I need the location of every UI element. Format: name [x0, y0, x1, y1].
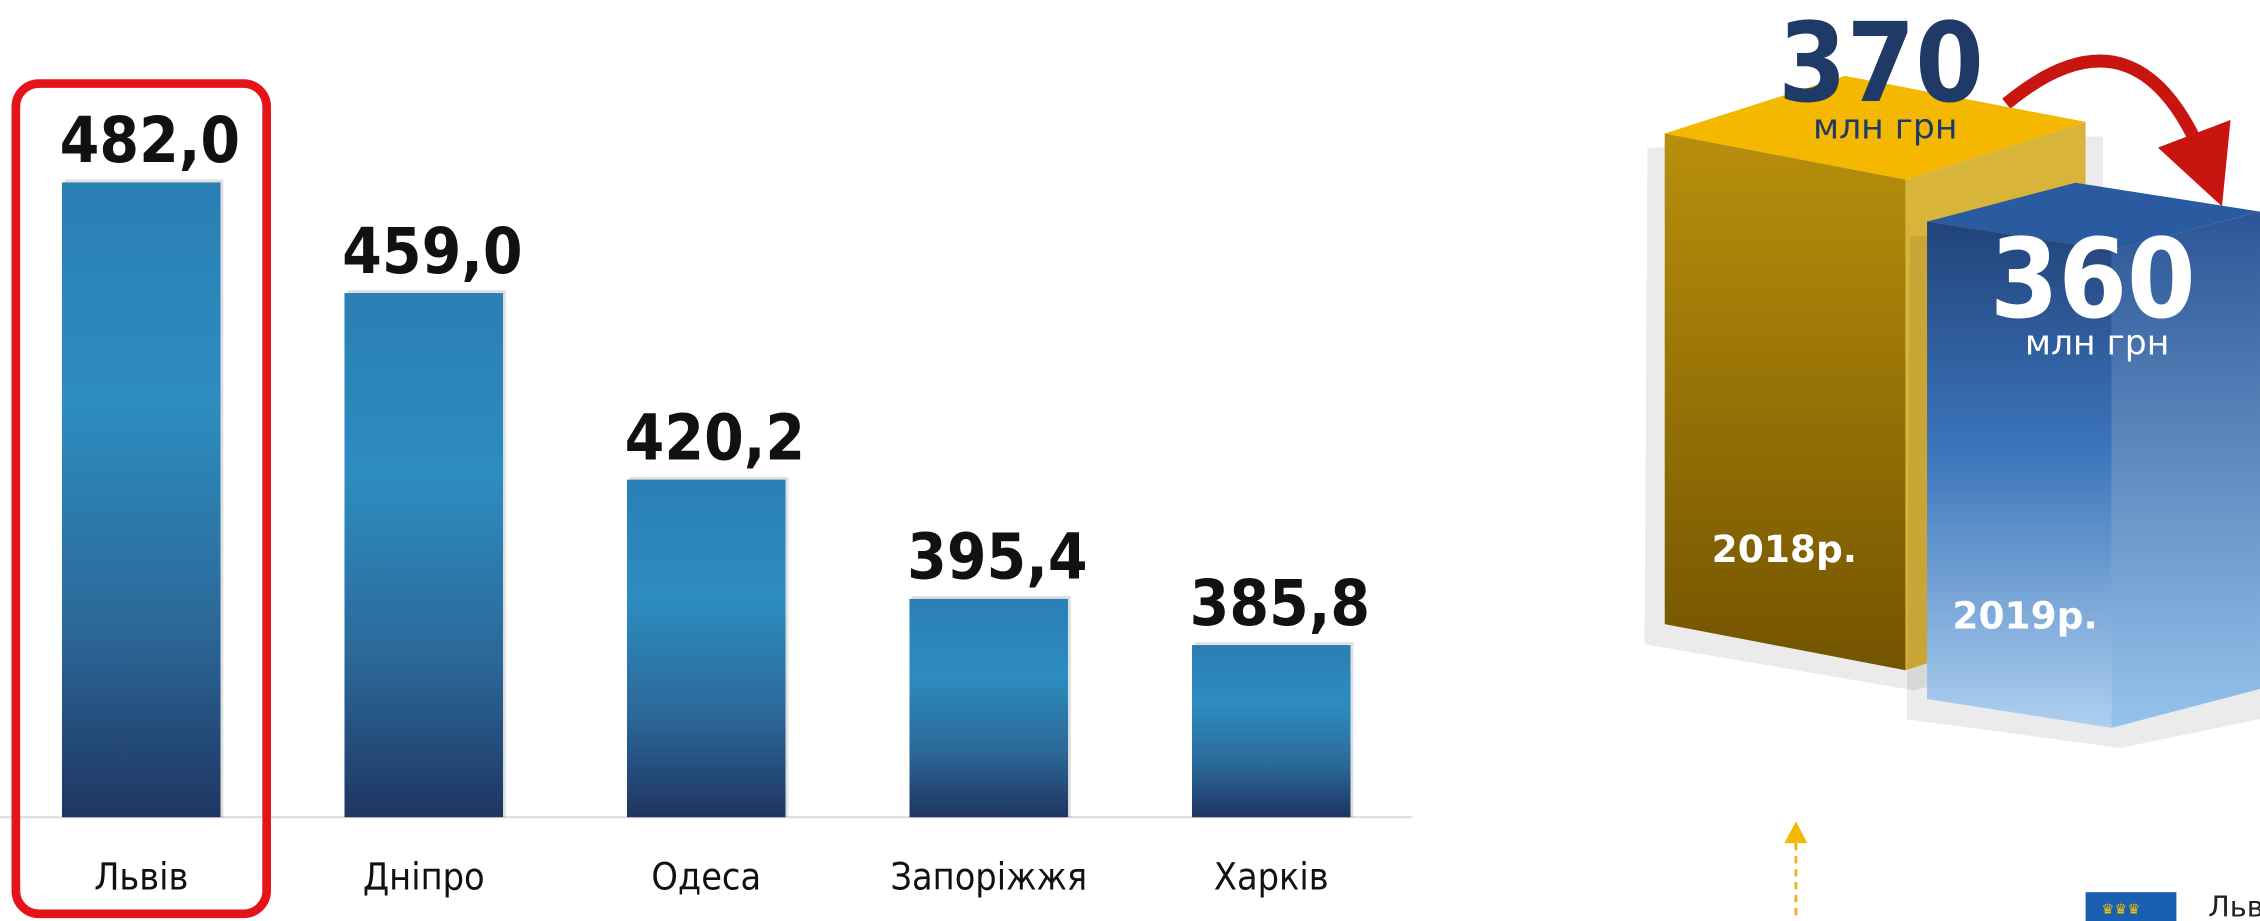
value-label: 482,0: [60, 103, 240, 177]
arrow-head: [1784, 821, 1808, 844]
box-value: 370: [1778, 0, 1984, 127]
box-value: 360: [1990, 215, 2196, 343]
value-label: 395,4: [907, 520, 1087, 594]
bar: [626, 479, 786, 818]
value-label: 385,8: [1190, 566, 1370, 640]
red-arrow: [2002, 54, 2231, 207]
logo-text: Льв: [2208, 890, 2260, 921]
bar: [1191, 645, 1351, 818]
box-front: [1927, 221, 2112, 728]
value-label: 459,0: [342, 214, 522, 288]
category-label: Одеса: [651, 854, 761, 898]
bar: [61, 182, 221, 818]
box-front: [1664, 133, 1906, 671]
bar: [344, 293, 504, 818]
highlight-frame: [11, 79, 271, 919]
box-label: 2018р.: [1712, 527, 1857, 571]
bar: [909, 598, 1069, 818]
logo-crowns: ♛♛♛: [2101, 902, 2140, 918]
box-top: [1927, 182, 2260, 251]
category-label: Дніпро: [363, 854, 485, 898]
category-label: Львів: [94, 854, 188, 898]
logo-flag: [2085, 892, 2177, 921]
value-label: 420,2: [625, 400, 805, 474]
box-unit: млн грн: [1813, 107, 1958, 147]
category-label: Запоріжжя: [890, 854, 1087, 898]
category-label: Харків: [1214, 854, 1329, 898]
box-unit: млн грн: [2025, 324, 2170, 364]
box-side: [2111, 211, 2260, 728]
box-label: 2019р.: [1952, 593, 2097, 637]
box-top: [1664, 75, 2086, 180]
